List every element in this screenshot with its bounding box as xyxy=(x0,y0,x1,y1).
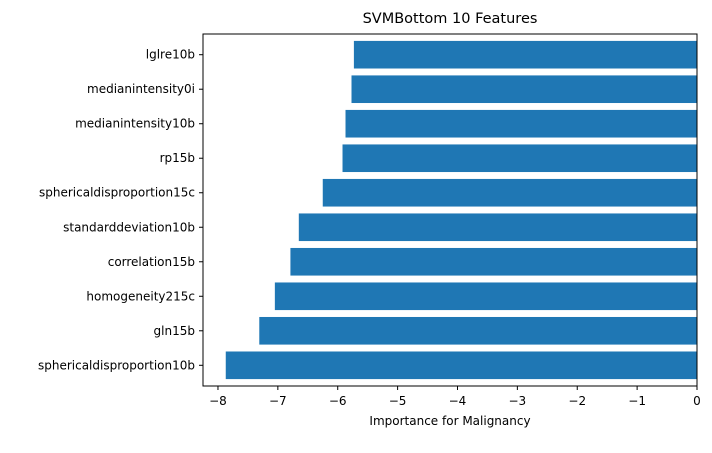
bar-rp15b xyxy=(342,144,697,173)
bar-lglre10b xyxy=(353,40,697,69)
x-tick-label: −7 xyxy=(269,394,287,408)
y-tick-label: medianintensity0i xyxy=(87,82,195,96)
bar-medianintensity10b xyxy=(345,109,697,138)
y-tick-label: correlation15b xyxy=(108,255,195,269)
y-tick-label: sphericaldisproportion10b xyxy=(38,358,195,372)
bar-gln15b xyxy=(259,316,697,345)
y-tick-label: homogeneity215c xyxy=(86,289,195,303)
x-tick-label: −5 xyxy=(389,394,407,408)
chart-title: SVMBottom 10 Features xyxy=(363,11,538,27)
x-tick-label: −4 xyxy=(449,394,467,408)
bar-sphericaldisproportion10b xyxy=(225,351,697,380)
y-tick-label: rp15b xyxy=(160,151,195,165)
x-axis-ticks: −8 −7 −6 −5 −4 −3 −2 −1 0 xyxy=(209,386,701,408)
x-tick-label: −6 xyxy=(329,394,347,408)
bar-sphericaldisproportion15c xyxy=(322,178,697,207)
bar-medianintensity0i xyxy=(351,75,697,104)
x-tick-label: −8 xyxy=(209,394,227,408)
x-tick-label: −2 xyxy=(568,394,586,408)
y-tick-label: standarddeviation10b xyxy=(63,220,195,234)
bar-homogeneity215c xyxy=(274,282,697,311)
x-tick-label: −3 xyxy=(509,394,527,408)
x-tick-label: 0 xyxy=(693,394,701,408)
x-tick-label: −1 xyxy=(628,394,646,408)
plot-frame xyxy=(202,33,698,387)
y-tick-label: lglre10b xyxy=(146,48,195,62)
y-axis-ticks: lglre10b medianintensity0i medianintensity… xyxy=(38,48,203,372)
bar-standarddeviation10b xyxy=(298,213,697,242)
y-tick-label: sphericaldisproportion15c xyxy=(39,186,195,200)
y-tick-label: gln15b xyxy=(154,324,195,338)
bar-correlation15b xyxy=(290,247,697,276)
bars-group xyxy=(225,40,697,380)
y-tick-label: medianintensity10b xyxy=(75,117,195,131)
x-axis-label: Importance for Malignancy xyxy=(369,414,530,428)
